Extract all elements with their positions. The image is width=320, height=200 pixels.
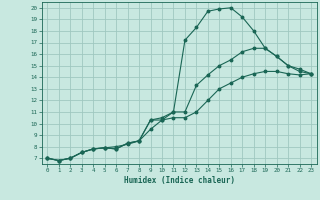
X-axis label: Humidex (Indice chaleur): Humidex (Indice chaleur)	[124, 176, 235, 185]
